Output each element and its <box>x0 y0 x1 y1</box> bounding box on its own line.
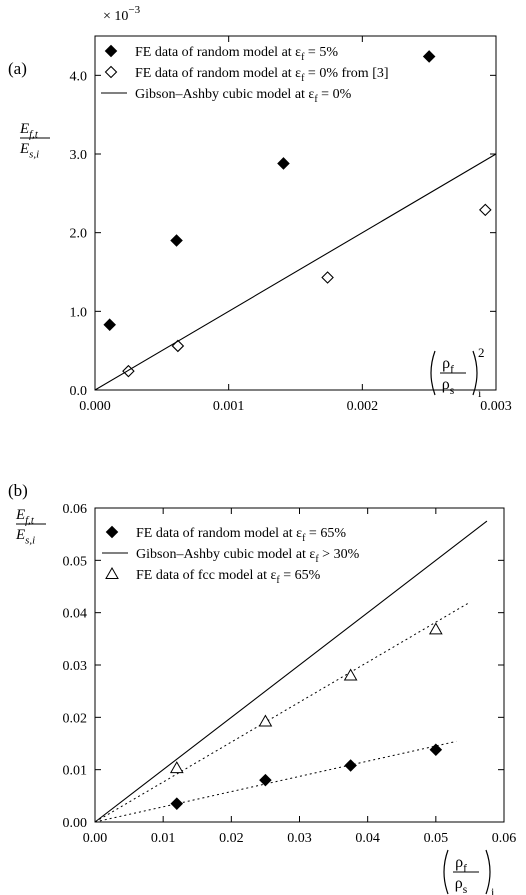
y-tick-label: 0.05 <box>63 554 88 569</box>
data-point <box>429 743 443 757</box>
chart-panel-b: (b) 0.00 0.01 0.02 0.03 0.04 0.05 0.06 0.00 0.01 0… <box>8 481 516 895</box>
legend-marker-swatch <box>105 566 119 579</box>
panel-label: (b) <box>8 481 28 500</box>
x-tick-label: 0.06 <box>492 831 517 846</box>
xlabel-numerator: ρf <box>442 355 454 376</box>
data-point <box>344 759 357 772</box>
series-solid-line <box>94 520 488 823</box>
legend-label: Gibson–Ashby cubic model at εf > 30% <box>136 547 360 565</box>
panel-label: (a) <box>8 59 27 78</box>
right-paren <box>472 350 478 396</box>
x-tick-label: 0.05 <box>424 831 449 846</box>
chart-panel-a: (a) 0.000 0.001 0.002 0.003 0.0 1.0 2.0 3.0 4.0 × … <box>8 4 512 414</box>
y-tick-label: 0.00 <box>63 816 88 831</box>
x-tick-label: 0.02 <box>219 831 244 846</box>
legend-entry: FE data of fcc model at εf = 65% <box>105 566 321 586</box>
fit-line-dotted <box>94 601 471 823</box>
xlabel-power: 2 <box>478 345 485 360</box>
model-line <box>94 520 488 823</box>
data-point <box>479 203 492 217</box>
legend-label: Gibson–Ashby cubic model at εf = 0% <box>135 87 352 105</box>
series-solid-line <box>94 153 497 391</box>
data-point <box>259 773 272 787</box>
legend-marker-swatch <box>105 525 119 539</box>
y-scale-factor: × 10−3 <box>103 4 141 24</box>
legend-label: FE data of fcc model at εf = 65% <box>136 568 321 586</box>
data-point <box>170 234 183 247</box>
y-tick-label: 0.01 <box>63 764 88 779</box>
series-open-diamond <box>122 203 492 378</box>
fit-line-dotted <box>94 740 457 823</box>
data-point <box>122 364 135 378</box>
legend-entry: FE data of random model at εf = 0% from … <box>104 65 389 84</box>
y-tick-label: 4.0 <box>70 69 88 84</box>
legend-label: FE data of random model at εf = 5% <box>135 45 338 63</box>
y-tick-label: 0.03 <box>63 659 88 674</box>
y-tick-label: 0.02 <box>63 711 88 726</box>
x-tick-label: 0.03 <box>287 831 312 846</box>
x-tick-label: 0.001 <box>213 399 245 414</box>
data-point <box>277 157 290 170</box>
right-paren <box>485 849 491 895</box>
y-tick-label: 1.0 <box>70 305 88 320</box>
data-point <box>103 318 116 331</box>
legend-entry: Gibson–Ashby cubic model at εf = 0% <box>101 87 352 105</box>
legend-entry: FE data of random model at εf = 5% <box>104 44 338 63</box>
ylabel-denominator: Es,i <box>15 527 35 547</box>
xlabel-denominator: ρs <box>442 376 455 397</box>
data-point <box>321 271 334 284</box>
legend-label: FE data of random model at εf = 0% from … <box>135 66 389 84</box>
plot-frame <box>94 35 497 391</box>
x-tick-label: 0.003 <box>480 399 512 414</box>
data-point <box>171 339 185 353</box>
left-paren <box>430 350 436 396</box>
series-filled-diamond <box>170 743 443 810</box>
legend-entry: Gibson–Ashby cubic model at εf > 30% <box>102 547 360 565</box>
legend-marker-swatch <box>104 65 118 79</box>
xlabel-numerator: ρf <box>455 854 467 875</box>
ylabel-numerator: Ef,t <box>19 121 39 141</box>
data-point <box>422 50 436 63</box>
y-tick-label: 0.0 <box>70 384 88 399</box>
series-open-triangle <box>169 622 443 774</box>
y-tick-label: 0.06 <box>63 502 88 517</box>
data-point <box>258 714 273 727</box>
x-tick-label: 0.00 <box>83 831 108 846</box>
ylabel-numerator: Ef,t <box>15 507 35 527</box>
data-point <box>428 622 443 635</box>
legend-marker-swatch <box>104 44 118 58</box>
left-paren <box>443 849 449 895</box>
data-point <box>170 797 184 810</box>
xlabel-outer-subscript: i <box>491 885 495 895</box>
y-tick-label: 2.0 <box>70 227 88 242</box>
legend-entry: FE data of random model at εf = 65% <box>105 525 346 544</box>
xlabel-denominator: ρs <box>455 875 468 895</box>
data-point <box>169 761 184 774</box>
x-tick-label: 0.04 <box>355 831 380 846</box>
y-tick-label: 3.0 <box>70 148 88 163</box>
data-point <box>343 668 358 681</box>
x-tick-label: 0.002 <box>347 399 379 414</box>
legend-label: FE data of random model at εf = 65% <box>136 526 346 544</box>
x-tick-label: 0.000 <box>79 399 111 414</box>
model-line <box>94 153 497 391</box>
y-tick-label: 0.04 <box>63 607 88 622</box>
xlabel-outer-subscript: i <box>478 386 482 400</box>
x-tick-label: 0.01 <box>151 831 176 846</box>
ylabel-denominator: Es,i <box>19 141 39 161</box>
series-filled-diamond <box>103 50 436 331</box>
